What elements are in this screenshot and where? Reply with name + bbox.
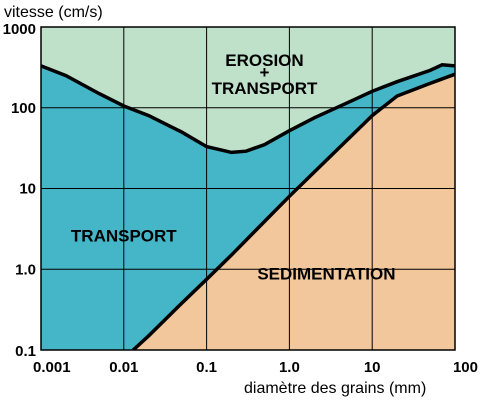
erosion-transport-region: [41, 27, 455, 153]
y-axis-label: vitesse (cm/s): [4, 4, 103, 21]
x-tick-label: 0.001: [33, 359, 71, 376]
x-tick-labels: 0.001 0.01 0.1 1.0 10 100: [33, 359, 478, 376]
y-tick-label: 10: [19, 181, 36, 198]
x-tick-label: 10: [364, 359, 381, 376]
x-axis-label: diamètre des grains (mm): [244, 380, 426, 397]
x-tick-label: 0.1: [196, 359, 217, 376]
region-label: SEDIMENTATION: [257, 264, 395, 283]
plot-frame: [40, 26, 456, 351]
x-tick-label: 0.01: [109, 359, 138, 376]
x-tick-label: 100: [453, 359, 478, 376]
y-tick-label: 1000: [3, 21, 36, 38]
y-tick-label: 0.1: [15, 343, 36, 360]
y-tick-label: 1.0: [15, 261, 36, 278]
x-tick-label: 1.0: [279, 359, 300, 376]
region-label: TRANSPORT: [71, 227, 177, 246]
sedimentation-threshold-curve: [132, 72, 455, 350]
gridlines: [41, 27, 455, 350]
sedimentation-region: [133, 74, 455, 350]
plot-area: [41, 27, 455, 350]
y-tick-labels: 0.1 1.0 10 100 1000: [3, 21, 36, 360]
erosion-threshold-curve: [41, 63, 455, 155]
region-label: EROSION: [225, 51, 303, 70]
transport-region: [41, 64, 455, 350]
y-tick-label: 100: [11, 100, 36, 117]
region-label: +: [260, 63, 270, 82]
region-label: TRANSPORT: [212, 79, 318, 98]
